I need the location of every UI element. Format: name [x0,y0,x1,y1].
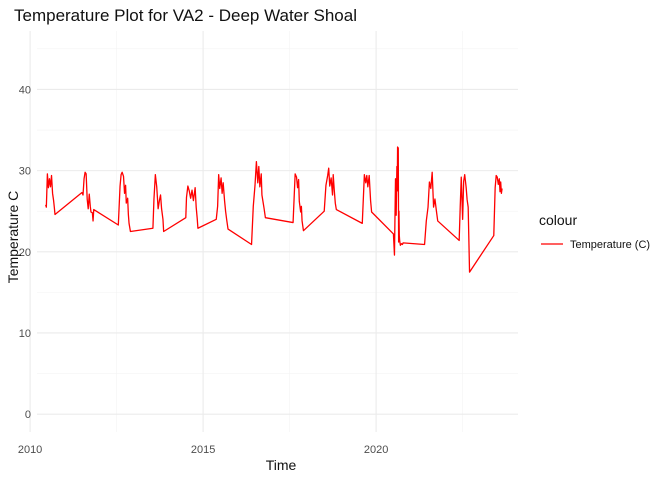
y-tick-label-0: 0 [25,409,31,421]
y-tick-label-40: 40 [19,84,31,96]
x-tick-label-2015: 2015 [191,444,215,456]
plot-gridlines [29,31,518,432]
plot-series [45,146,503,273]
legend-title: colour [539,212,577,228]
x-tick-label-2010: 2010 [18,444,42,456]
y-tick-label-10: 10 [19,328,31,340]
legend-label-temperature: Temperature (C) [570,239,650,251]
axis-ticks: 2010 2015 2020 0 10 20 30 40 [18,84,389,456]
y-tick-label-30: 30 [19,166,31,178]
legend: colour Temperature (C) [539,212,650,251]
x-axis-title: Time [266,457,297,473]
series-line-temperature [45,146,503,273]
chart-title: Temperature Plot for VA2 - Deep Water Sh… [14,6,357,25]
y-tick-label-20: 20 [19,247,31,259]
x-tick-label-2020: 2020 [364,444,388,456]
y-axis-title: Temperature C [5,191,21,284]
